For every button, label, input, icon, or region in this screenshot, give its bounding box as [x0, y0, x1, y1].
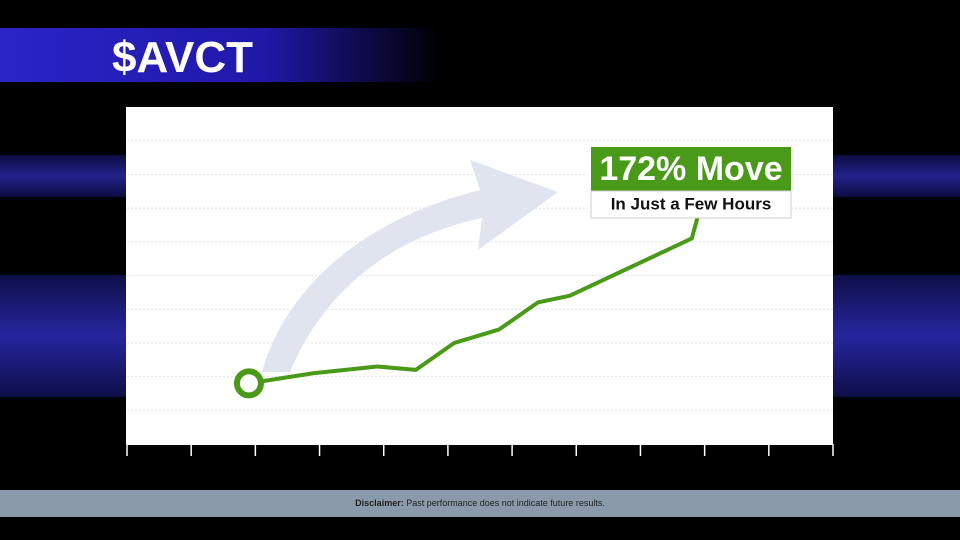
footer-bar — [0, 490, 960, 517]
annotation: In Just a Few Hours — [611, 194, 772, 213]
title-bar — [0, 28, 440, 82]
series-line — [248, 214, 701, 386]
disclaimer-text: Past performance does not indicate futur… — [406, 498, 605, 508]
disclaimer: Disclaimer: Past performance does not in… — [355, 498, 605, 508]
disclaimer-label: Disclaimer: — [355, 498, 404, 508]
decor-arrow — [262, 160, 558, 372]
annotation-box — [591, 147, 791, 191]
start-marker — [233, 368, 264, 399]
annotation-box — [590, 190, 792, 219]
annotation: 172% Move — [599, 150, 782, 188]
chart-title: $AVCT — [112, 33, 253, 82]
